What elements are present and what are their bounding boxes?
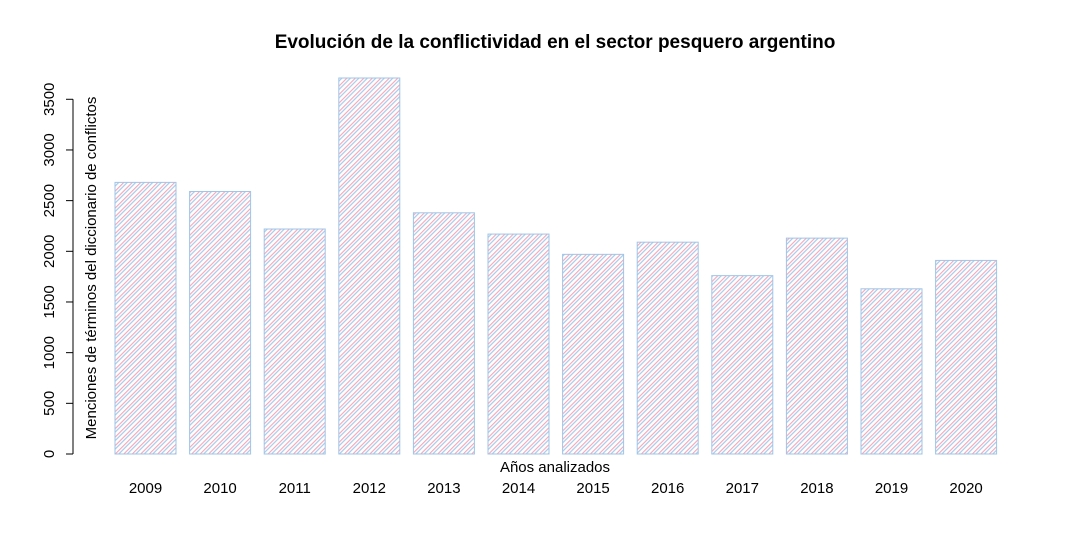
y-tick-label: 3000 xyxy=(41,133,58,166)
bar-2013 xyxy=(412,212,475,455)
chart-title: Evolución de la conflictividad en el sec… xyxy=(275,32,836,53)
x-tick-label: 2012 xyxy=(353,480,386,497)
y-tick-label: 1000 xyxy=(41,336,58,369)
bar-2014 xyxy=(487,233,550,455)
y-tick-label: 2000 xyxy=(41,235,58,268)
x-tick-label: 2009 xyxy=(129,480,162,497)
x-tick-label: 2013 xyxy=(427,480,460,497)
y-tick-label: 500 xyxy=(41,391,58,416)
bar-2010 xyxy=(189,191,252,455)
x-tick-label: 2015 xyxy=(576,480,609,497)
x-tick-labels: 2009 2010 2011 2012 2013 2014 2015 2016 2017 2018… xyxy=(129,480,983,497)
bar-2019 xyxy=(860,288,923,455)
x-tick-label: 2018 xyxy=(800,480,833,497)
x-tick-label: 2014 xyxy=(502,480,535,497)
x-tick-label: 2019 xyxy=(875,480,908,497)
y-tick-label: 3500 xyxy=(41,83,58,116)
bars-group xyxy=(114,77,998,455)
x-tick-label: 2010 xyxy=(203,480,236,497)
x-tick-label: 2017 xyxy=(726,480,759,497)
y-axis: 0 500 1000 1500 2000 2500 3000 3500 xyxy=(41,83,74,458)
y-axis-label: Menciones de términos del diccionario de… xyxy=(83,97,100,440)
bar-2018 xyxy=(785,237,848,455)
bar-2009 xyxy=(114,181,177,455)
bar-2015 xyxy=(562,253,625,455)
x-axis-label: Años analizados xyxy=(500,459,610,476)
bar-2012 xyxy=(338,77,401,455)
bar-2016 xyxy=(636,241,699,455)
bar-2011 xyxy=(263,228,326,455)
y-tick-label: 0 xyxy=(41,450,58,458)
bar-2017 xyxy=(711,275,774,455)
bar-2020 xyxy=(935,259,998,455)
y-tick-label: 2500 xyxy=(41,184,58,217)
x-tick-label: 2011 xyxy=(279,480,311,497)
x-tick-label: 2020 xyxy=(949,480,982,497)
y-tick-label: 1500 xyxy=(41,285,58,318)
x-tick-label: 2016 xyxy=(651,480,684,497)
